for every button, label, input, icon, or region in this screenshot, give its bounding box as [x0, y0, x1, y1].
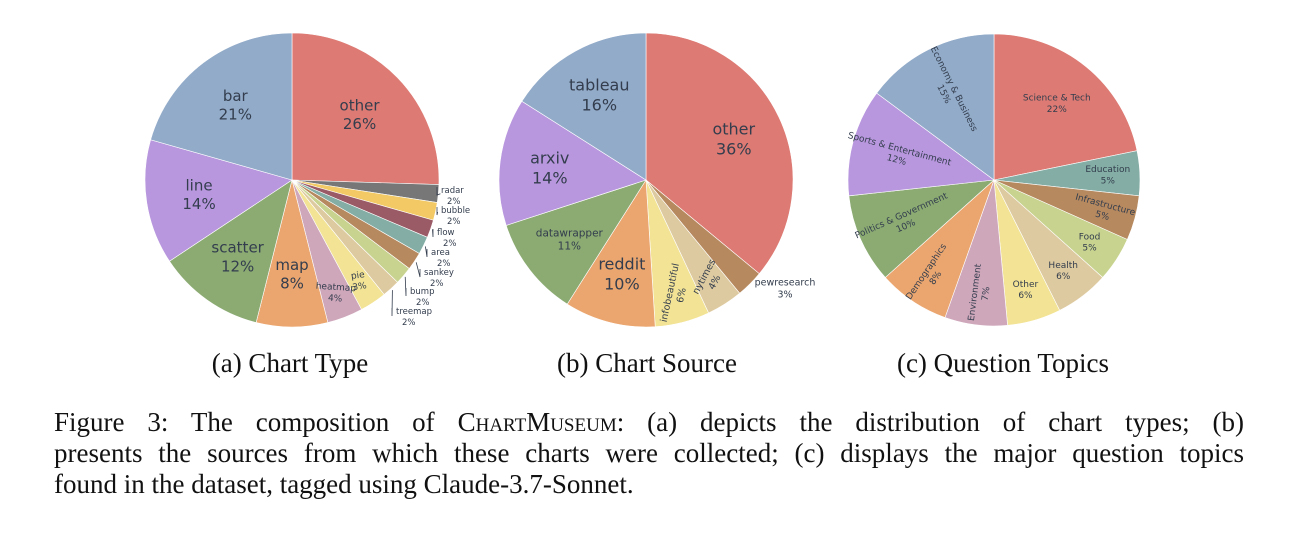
- pie-slice-tableau: [521, 32, 647, 181]
- caption-line-1-rest: : (a) depicts the distribution of chart …: [616, 407, 1244, 437]
- leader-line-sankey: [415, 262, 421, 278]
- pie-slice-arxiv: [498, 100, 647, 226]
- figure-caption: Figure 3: The composition of ChartMuseum…: [54, 407, 1244, 500]
- slice-label-line: line 14%: [182, 176, 215, 213]
- subcaption-chart-type: (a) Chart Type: [211, 348, 369, 378]
- slice-label-health: Health 6%: [1048, 261, 1078, 282]
- slice-label-sankey: sankey 2%: [424, 268, 454, 289]
- caption-line-3: found in the dataset, tagged using Claud…: [54, 469, 634, 499]
- pie-slice-other: [291, 32, 440, 185]
- slice-label-food: Food 5%: [1079, 232, 1101, 253]
- slice-label-datawrapper: datawrapper 11%: [536, 228, 604, 253]
- slice-label-pie: pie3%: [350, 270, 368, 293]
- chart-source-pie: other 36%pewresearch 3%nytimes4%infobeauti…: [498, 32, 816, 328]
- slice-label-arxiv: arxiv 14%: [530, 148, 569, 187]
- slice-label-area: area 2%: [431, 248, 451, 269]
- pie-charts-canvas: other 26% radar 2%bubble 2%flow 2%area 2%sanke…: [144, 32, 1141, 328]
- pie-slice-scatter: [169, 179, 293, 323]
- slice-label-reddit: reddit 10%: [598, 255, 645, 294]
- slice-label-education: Education 5%: [1085, 165, 1130, 186]
- slice-label-bubble: bubble 2%: [441, 206, 470, 227]
- chart-type-pie: other 26% radar 2%bubble 2%flow 2%area 2%sanke…: [144, 32, 470, 328]
- pie-slice-bar: [150, 32, 293, 181]
- leader-line-flow: [432, 229, 434, 238]
- caption-prefix: Figure 3: The composition of: [54, 407, 458, 437]
- leader-line-bump: [404, 276, 407, 297]
- slice-label-tableau: tableau 16%: [569, 76, 629, 115]
- caption-line-1: Figure 3: The composition of ChartMuseum…: [54, 407, 1244, 438]
- leader-line-bubble: [436, 207, 438, 216]
- slice-label-bar: bar 21%: [219, 87, 252, 124]
- caption-line-2: presents the sources from which these ch…: [54, 438, 1244, 468]
- slice-label-scatter: scatter 12%: [211, 239, 264, 276]
- pie-slice-other: [645, 32, 794, 275]
- slice-label-treemap: treemap 2%: [396, 307, 432, 328]
- slice-label-other: other 26%: [340, 96, 381, 133]
- slice-label-bump: bump 2%: [410, 287, 434, 308]
- caption-dataset-name: ChartMuseum: [457, 407, 617, 437]
- pie-slice-politics-government: [848, 179, 995, 278]
- slice-label-other: other 36%: [712, 119, 755, 158]
- slice-label-flow: flow 2%: [437, 228, 457, 249]
- slice-label-radar: radar 2%: [441, 186, 464, 207]
- pie-slice-economy-business: [876, 33, 995, 181]
- slice-label-pewresearch: pewresearch 3%: [755, 277, 816, 300]
- leader-line-area: [425, 246, 428, 258]
- pie-slice-reddit: [566, 179, 656, 328]
- pie-slice-line: [144, 139, 293, 262]
- subcaption-question-topics: (c) Question Topics: [896, 348, 1110, 378]
- slice-label-science-tech: Science & Tech 22%: [1023, 94, 1091, 115]
- subcaption-chart-source: (b) Chart Source: [557, 348, 737, 378]
- leader-line-radar: [436, 187, 441, 196]
- slice-label-map: map 8%: [275, 256, 308, 293]
- pie-slice-sports-entertainment: [847, 92, 995, 197]
- slice-label-other: Other 6%: [1013, 280, 1039, 301]
- pie-slice-science-tech: [993, 33, 1138, 181]
- pie-slice-datawrapper: [505, 179, 647, 305]
- question-topics-pie: Science & Tech 22%Education 5%Infrastructu…: [847, 33, 1141, 327]
- slice-label-heatmap: heatmap4%: [315, 282, 357, 306]
